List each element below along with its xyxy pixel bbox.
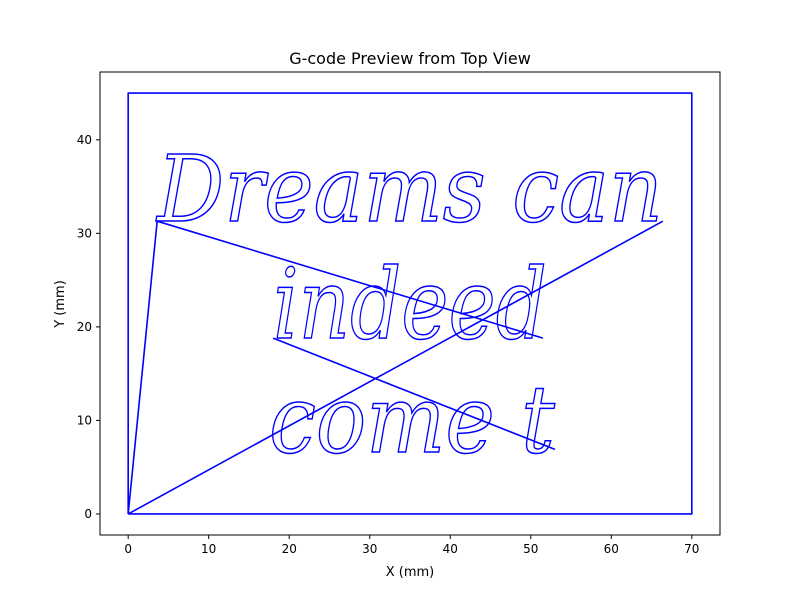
chart-title: G-code Preview from Top View — [289, 49, 531, 68]
y-tick-label: 0 — [84, 507, 92, 521]
x-axis-label: X (mm) — [386, 565, 435, 580]
toolpath-travel-to-line3 — [272, 337, 556, 451]
y-tick-label: 10 — [77, 413, 92, 427]
x-tick-label: 60 — [604, 542, 619, 556]
x-tick-label: 20 — [282, 542, 297, 556]
x-tick-label: 50 — [523, 542, 538, 556]
y-tick-label: 40 — [77, 133, 92, 147]
x-tick-label: 30 — [362, 542, 377, 556]
x-tick-label: 0 — [124, 542, 132, 556]
x-tick-label: 40 — [443, 542, 458, 556]
y-tick-label: 20 — [77, 320, 92, 334]
toolpath-travel-to-line2 — [156, 220, 544, 339]
toolpath-travel-to-line2b — [127, 220, 664, 515]
toolpath-text-line-3: come t — [269, 366, 555, 475]
toolpath-travel-to-line1 — [127, 221, 158, 515]
x-tick-label: 10 — [201, 542, 216, 556]
y-tick-label: 30 — [77, 226, 92, 240]
toolpath-text-line-1: Dreams can — [155, 135, 663, 243]
toolpath-text-line-2: indeed — [273, 248, 547, 361]
plot-frame — [99, 71, 721, 536]
y-axis-label: Y (mm) — [53, 280, 68, 329]
x-tick-label: 70 — [684, 542, 699, 556]
axes: 0 10 20 30 40 50 60 70 0 10 20 30 40 — [77, 71, 721, 556]
toolpath-boundary — [127, 92, 693, 515]
